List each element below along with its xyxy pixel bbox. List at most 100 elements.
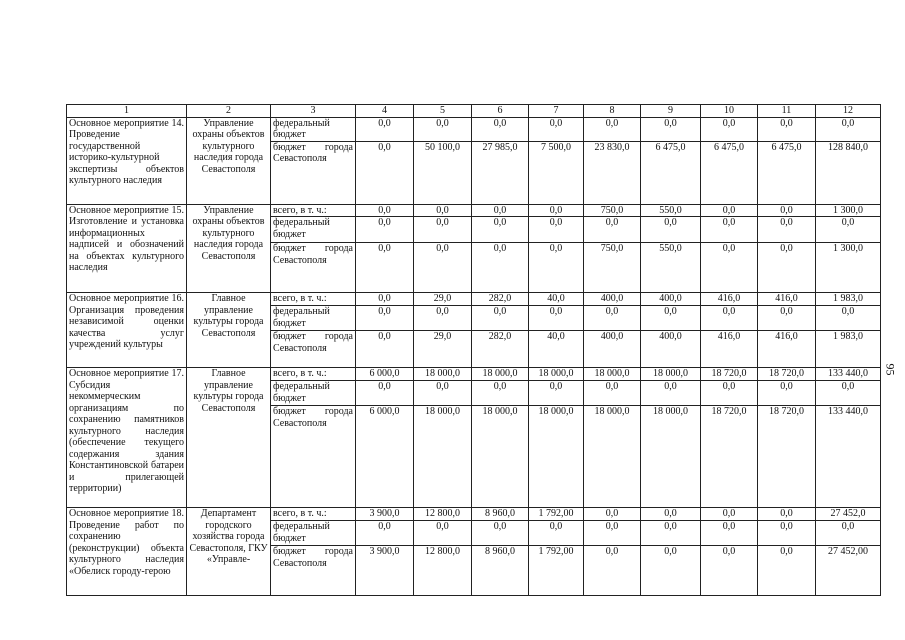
table-row: Основное мероприятие 16. Организация про… [66, 292, 881, 368]
amount-cell: 6 475,0 [640, 140, 701, 205]
amount-cell: 29,0 [413, 292, 472, 306]
column-number: 5 [413, 104, 472, 118]
amount-cell: 0,0 [355, 380, 414, 406]
amount-cell: 27 452,00 [815, 545, 881, 596]
amount-cell: 0,0 [413, 380, 472, 406]
column-number: 10 [700, 104, 758, 118]
funding-source: бюджет города Севастополя [270, 405, 356, 508]
amount-cell: 0,0 [471, 380, 529, 406]
amount-cell: 50 100,0 [413, 140, 472, 205]
amount-cell: 18 000,0 [471, 405, 529, 508]
activity-executor: Управление охраны объектов культурного н… [186, 203, 271, 293]
amount-cell: 40,0 [528, 292, 584, 306]
amount-cell: 0,0 [815, 520, 881, 546]
amount-cell: 0,0 [471, 520, 529, 546]
amount-cell: 0,0 [355, 242, 414, 293]
table-row: Основное мероприятие 15. Изготовление и … [66, 203, 881, 293]
column-number: 9 [640, 104, 701, 118]
table-row: бюджет города Севастополя 0,0 29,0 282,0 40,… [67, 330, 881, 368]
amount-cell: 0,0 [640, 380, 701, 406]
amount-cell: 416,0 [757, 292, 816, 306]
amount-cell: 0,0 [757, 305, 816, 331]
column-number: 12 [815, 104, 881, 118]
amount-cell: 0,0 [471, 305, 529, 331]
funding-source: федеральный бюджет [270, 116, 356, 142]
amount-cell: 18 000,0 [528, 405, 584, 508]
amount-cell: 27 985,0 [471, 140, 529, 205]
amount-cell: 18 000,0 [528, 367, 584, 381]
amount-cell: 0,0 [528, 116, 584, 142]
amount-cell: 0,0 [355, 116, 414, 142]
amount-cell: 282,0 [471, 330, 529, 368]
column-number: 3 [270, 104, 356, 118]
amount-cell: 6 475,0 [757, 140, 816, 205]
funding-source: федеральный бюджет [270, 216, 356, 243]
amount-cell: 0,0 [757, 520, 816, 546]
amount-cell: 0,0 [700, 242, 758, 293]
amount-cell: 128 840,0 [815, 140, 881, 205]
amount-cell: 0,0 [471, 242, 529, 293]
amount-cell: 0,0 [528, 203, 584, 217]
amount-cell: 0,0 [757, 203, 816, 217]
amount-cell: 0,0 [355, 305, 414, 331]
amount-cell: 133 440,0 [815, 405, 881, 508]
funding-source: всего, в т. ч.: [270, 292, 356, 306]
amount-cell: 0,0 [700, 116, 758, 142]
amount-cell: 400,0 [640, 292, 701, 306]
amount-cell: 0,0 [528, 216, 584, 243]
activity-executor: Управление охраны объектов культурного н… [186, 116, 271, 205]
amount-cell: 400,0 [583, 330, 641, 368]
amount-cell: 1 983,0 [815, 330, 881, 368]
amount-cell: 0,0 [640, 545, 701, 596]
amount-cell: 0,0 [757, 242, 816, 293]
column-number: 4 [355, 104, 414, 118]
amount-cell: 400,0 [640, 330, 701, 368]
amount-cell: 1 300,0 [815, 203, 881, 217]
amount-cell: 0,0 [757, 507, 816, 521]
table-row: бюджет города Севастополя 3 900,0 12 800,0… [67, 545, 881, 596]
amount-cell: 0,0 [355, 292, 414, 306]
table-row: федеральный бюджет 0,0 0,0 0,0 0,0 0,0 0,0 0,0 0… [67, 305, 881, 331]
amount-cell: 0,0 [700, 305, 758, 331]
amount-cell: 6 475,0 [700, 140, 758, 205]
funding-source: бюджет города Севастополя [270, 140, 356, 205]
amount-cell: 0,0 [815, 380, 881, 406]
activity-executor: Главное управление культуры города Севас… [186, 367, 271, 508]
amount-cell: 0,0 [815, 216, 881, 243]
amount-cell: 23 830,0 [583, 140, 641, 205]
header-row: 1 2 3 4 5 6 7 8 9 10 11 12 [66, 104, 881, 118]
amount-cell: 3 900,0 [355, 507, 414, 521]
amount-cell: 0,0 [413, 305, 472, 331]
amount-cell: 6 000,0 [355, 405, 414, 508]
amount-cell: 0,0 [700, 203, 758, 217]
amount-cell: 0,0 [583, 116, 641, 142]
amount-cell: 133 440,0 [815, 367, 881, 381]
amount-cell: 0,0 [583, 305, 641, 331]
amount-cell: 1 983,0 [815, 292, 881, 306]
table-row: Основное мероприятие 17. Субсидия некомм… [66, 367, 881, 508]
amount-cell: 18 720,0 [700, 405, 758, 508]
amount-cell: 0,0 [413, 216, 472, 243]
amount-cell: 0,0 [355, 216, 414, 243]
amount-cell: 0,0 [583, 380, 641, 406]
amount-cell: 0,0 [640, 116, 701, 142]
activity-name: Основное мероприятие 15. Изготовление и … [66, 203, 187, 293]
amount-cell: 550,0 [640, 203, 701, 217]
table-row: бюджет города Севастополя 0,0 50 100,0 27 9… [67, 140, 881, 205]
amount-cell: 0,0 [757, 545, 816, 596]
amount-cell: 0,0 [528, 380, 584, 406]
amount-cell: 0,0 [700, 216, 758, 243]
amount-cell: 6 000,0 [355, 367, 414, 381]
table-row: федеральный бюджет 0,0 0,0 0,0 0,0 0,0 0,0 0,0 0… [67, 520, 881, 546]
amount-cell: 400,0 [583, 292, 641, 306]
amount-cell: 416,0 [757, 330, 816, 368]
amount-cell: 0,0 [583, 520, 641, 546]
amount-cell: 0,0 [528, 520, 584, 546]
activity-name: Основное мероприятие 16. Организация про… [66, 292, 187, 368]
amount-cell: 0,0 [757, 116, 816, 142]
funding-source: федеральный бюджет [270, 520, 356, 546]
amount-cell: 0,0 [583, 507, 641, 521]
funding-source: бюджет города Севастополя [270, 330, 356, 368]
amount-cell: 29,0 [413, 330, 472, 368]
amount-cell: 0,0 [640, 305, 701, 331]
